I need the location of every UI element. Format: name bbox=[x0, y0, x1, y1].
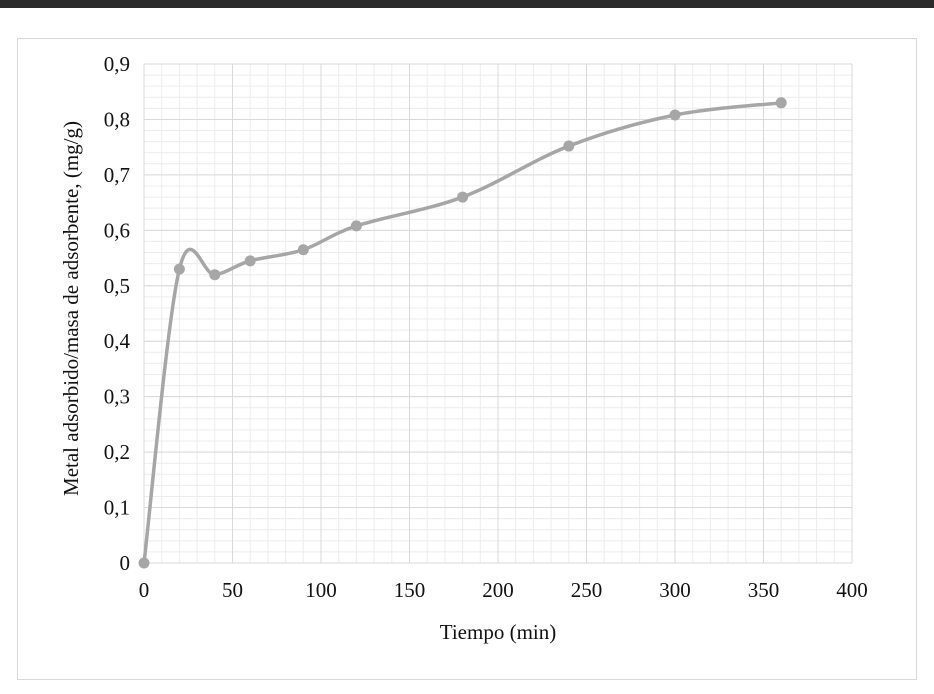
x-tick-label: 300 bbox=[659, 578, 691, 602]
x-tick-label: 400 bbox=[836, 578, 868, 602]
y-tick-label: 0,8 bbox=[104, 107, 130, 131]
x-tick-label: 0 bbox=[139, 578, 150, 602]
y-tick-label: 0,4 bbox=[104, 329, 131, 353]
x-axis-tick-labels: 0 50 100 150 200 250 300 350 400 bbox=[139, 578, 868, 602]
y-tick-label: 0,9 bbox=[104, 52, 130, 76]
y-tick-label: 0,5 bbox=[104, 274, 130, 298]
data-point bbox=[457, 191, 469, 203]
y-tick-label: 0,3 bbox=[104, 385, 130, 409]
data-point bbox=[350, 220, 362, 232]
y-tick-label: 0,7 bbox=[104, 163, 130, 187]
series-layer bbox=[138, 97, 787, 569]
x-tick-label: 350 bbox=[748, 578, 780, 602]
window-top-bar bbox=[0, 0, 934, 8]
y-axis-title: Metal adsorbido/masa de adsorbente, (mg/… bbox=[59, 121, 83, 496]
x-tick-label: 100 bbox=[305, 578, 337, 602]
y-tick-label: 0,1 bbox=[104, 496, 130, 520]
data-point bbox=[669, 109, 681, 121]
y-tick-label: 0,2 bbox=[104, 440, 130, 464]
x-tick-label: 250 bbox=[571, 578, 603, 602]
data-point bbox=[209, 269, 221, 281]
data-point bbox=[297, 244, 309, 256]
x-tick-label: 150 bbox=[394, 578, 426, 602]
y-tick-label: 0,6 bbox=[104, 218, 130, 242]
data-point bbox=[244, 255, 256, 267]
y-tick-label: 0 bbox=[120, 551, 131, 575]
y-axis-tick-labels: 0 0,1 0,2 0,3 0,4 0,5 0,6 0,7 0,8 0,9 bbox=[104, 52, 131, 575]
major-gridlines bbox=[143, 63, 853, 564]
data-point bbox=[138, 557, 150, 569]
x-tick-label: 50 bbox=[222, 578, 243, 602]
x-tick-label: 200 bbox=[482, 578, 514, 602]
data-point bbox=[173, 263, 185, 275]
data-point bbox=[563, 140, 575, 152]
data-point bbox=[775, 97, 787, 109]
x-axis-title: Tiempo (min) bbox=[440, 620, 556, 644]
